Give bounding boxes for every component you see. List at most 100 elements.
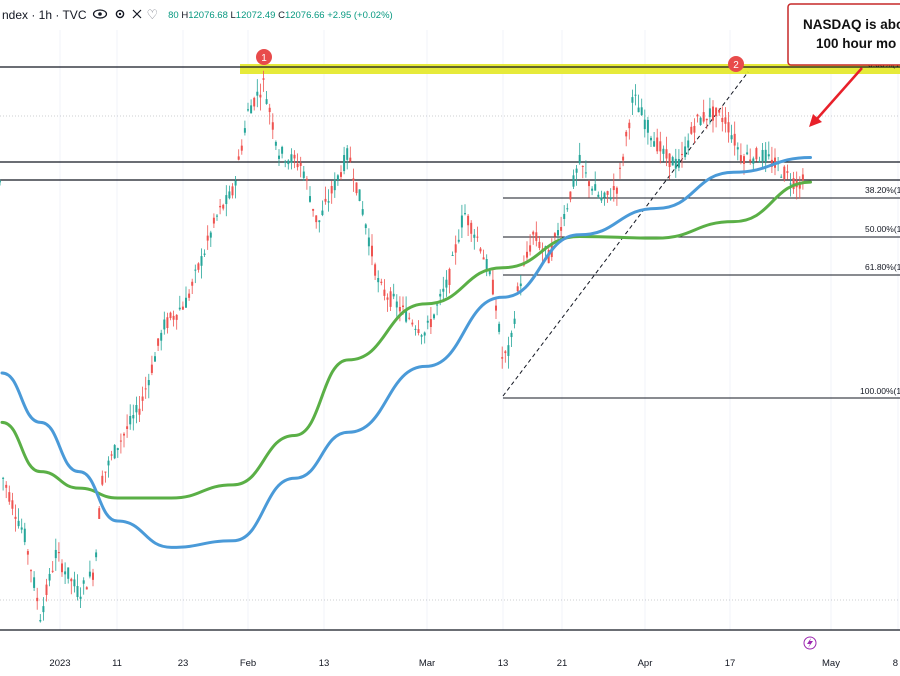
candle-body — [309, 196, 311, 202]
candle-body — [141, 396, 144, 401]
resistance-highlight — [240, 64, 900, 74]
candle-body — [392, 293, 395, 297]
candle-body — [67, 567, 70, 579]
candle-body — [225, 195, 228, 205]
close-value: 12076.66 — [284, 9, 325, 21]
candle-body — [581, 166, 584, 168]
gear-icon[interactable] — [114, 8, 126, 23]
candle-body — [485, 259, 488, 271]
candle-body — [2, 477, 5, 479]
candle-body — [395, 301, 398, 308]
candle-body — [659, 141, 662, 152]
candle-body — [172, 315, 175, 320]
candle-body — [181, 306, 184, 310]
eye-icon[interactable] — [92, 8, 108, 23]
marker-1[interactable]: 1 — [256, 49, 272, 65]
candle-body — [355, 182, 358, 194]
candle-body — [578, 154, 581, 164]
marker-1-label: 1 — [261, 53, 267, 64]
low-label: L — [230, 9, 236, 21]
candle-body — [501, 357, 504, 359]
candle-body — [237, 156, 240, 160]
candle-body — [510, 332, 513, 338]
candle-body — [677, 158, 680, 168]
trend-dashed-line[interactable] — [502, 71, 749, 397]
symbol-title[interactable]: ndex · 1h · TVC — [2, 8, 87, 22]
candle-body — [222, 204, 225, 209]
candle-body — [498, 323, 501, 332]
x-tick-label: Apr — [638, 658, 653, 669]
candle-body — [129, 415, 132, 425]
candle-body — [11, 500, 14, 509]
candle-body — [101, 475, 104, 485]
candle-body — [411, 322, 414, 325]
candle-body — [302, 171, 305, 178]
candle-body — [340, 172, 342, 177]
fib-retracement[interactable] — [503, 197, 900, 399]
candle-body — [243, 128, 246, 133]
candle-body — [519, 283, 522, 287]
candle-body — [420, 335, 423, 337]
candle-body — [454, 244, 457, 253]
candle-body — [451, 254, 454, 256]
candle-body — [733, 133, 736, 146]
candle-body — [250, 105, 253, 114]
fib-labels: 0.00%(1 38.20%(1 50.00%(1 61.80%(1 100.0… — [860, 59, 900, 396]
candle-body — [408, 317, 411, 319]
candle-body — [516, 286, 519, 292]
candle-body — [761, 149, 764, 161]
candle-body — [123, 433, 125, 436]
candle-body — [594, 184, 597, 191]
marker-2-circle — [728, 56, 744, 72]
marker-2[interactable]: 2 — [728, 56, 744, 72]
candle-body — [448, 268, 451, 285]
candle-body — [712, 106, 714, 121]
candle-body — [612, 186, 615, 191]
candle-body — [383, 289, 386, 296]
candle-body — [64, 571, 67, 575]
candle-body — [8, 492, 11, 502]
close-icon[interactable] — [132, 8, 142, 22]
candle-body — [721, 117, 724, 123]
candle-body — [687, 140, 690, 148]
candle-body — [228, 191, 231, 199]
candle-body — [265, 99, 268, 104]
x-tick-label: May — [822, 658, 840, 669]
candle-body — [643, 119, 646, 130]
heart-icon[interactable]: ♡ — [146, 7, 159, 22]
fib-label-50: 50.00%(1 — [865, 224, 900, 234]
candle-body — [727, 122, 730, 133]
candle-body — [268, 107, 271, 113]
lightning-icon[interactable] — [803, 636, 817, 650]
candle-body — [743, 156, 745, 164]
candle-body — [352, 178, 355, 181]
candle-body — [786, 171, 789, 173]
candle-body — [429, 319, 432, 328]
x-axis[interactable]: 2023 11 23 Feb 13 Mar 13 21 Apr 17 May 8 — [49, 658, 898, 669]
close-label: C — [278, 9, 285, 21]
candle-body — [730, 135, 733, 140]
x-tick-label: Feb — [240, 658, 256, 669]
candle-body — [315, 215, 318, 223]
high-label: H — [181, 9, 189, 21]
candle-body — [17, 520, 20, 527]
candle-body — [560, 227, 563, 231]
candle-body — [479, 248, 482, 252]
candle-body — [783, 166, 786, 180]
candle-body — [591, 188, 594, 191]
x-tick-label: 2023 — [49, 658, 70, 669]
candle-body — [631, 97, 634, 103]
candle-body — [718, 110, 721, 113]
candle-body — [169, 312, 172, 319]
x-tick-label: 17 — [725, 658, 736, 669]
fib-label-61: 61.80%(1 — [865, 262, 900, 272]
candle-body — [290, 154, 293, 163]
candle-body — [650, 137, 652, 141]
candle-body — [600, 197, 603, 201]
callout[interactable]: NASDAQ is abo 100 hour mo — [787, 3, 900, 66]
candle-body — [398, 306, 401, 312]
fib-label-38: 38.20%(1 — [865, 185, 900, 195]
candle-body — [191, 281, 194, 286]
candle-body — [54, 549, 57, 559]
